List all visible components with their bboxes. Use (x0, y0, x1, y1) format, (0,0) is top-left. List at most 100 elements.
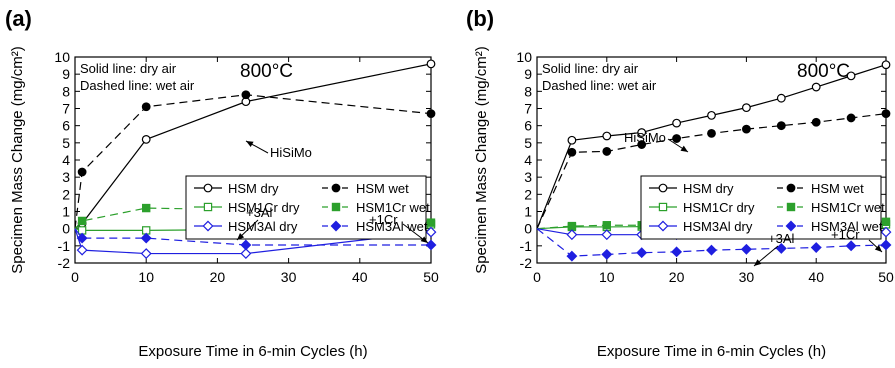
y-tick-label: 3 (62, 169, 70, 185)
data-point-4 (672, 134, 681, 143)
data-point-2 (141, 134, 151, 144)
note-text: Dashed line: wet air (542, 78, 657, 93)
panel-label: (a) (5, 6, 32, 31)
y-tick-label: 7 (62, 101, 70, 117)
data-point-legend (330, 220, 342, 232)
x-tick-label: 30 (739, 269, 755, 285)
annotation: +3Al (236, 205, 272, 241)
annotation-label: +1Cr (369, 212, 398, 227)
data-point-1 (76, 244, 88, 256)
data-point-4 (426, 109, 436, 119)
y-tick-label: -1 (58, 238, 71, 254)
data-point-8 (811, 82, 821, 92)
y-tick-label: 1 (62, 204, 70, 220)
data-point-legend (786, 183, 796, 193)
y-tick-label: 10 (54, 49, 70, 65)
y-tick-label: -1 (520, 238, 533, 254)
legend-label: HSM3Al dry (228, 219, 298, 234)
legend-item: HSM wet (322, 181, 409, 196)
legend-item: HSM3Al wet (322, 219, 428, 234)
x-tick-label: 10 (599, 269, 615, 285)
y-tick-label: 9 (524, 66, 532, 82)
legend-item: HSM1Cr wet (322, 200, 430, 215)
series-hsm3al-dry (74, 226, 437, 260)
data-point-7 (776, 93, 786, 103)
series-hsm-wet (536, 109, 891, 229)
data-point-6 (742, 124, 751, 134)
y-tick-label: 2 (524, 186, 532, 202)
y-tick-label: 4 (62, 152, 70, 168)
x-tick-label: 0 (71, 269, 79, 285)
data-point-2 (602, 147, 612, 156)
x-tick-label: 50 (878, 269, 894, 285)
data-point-2 (140, 248, 152, 260)
legend-item: HSM dry (649, 181, 734, 196)
annotation-label: +1Cr (831, 227, 860, 242)
data-point-7 (775, 242, 787, 254)
x-tick-label: 50 (423, 269, 439, 285)
data-point-2 (142, 203, 151, 213)
panel-label: (b) (466, 6, 494, 31)
data-point-4 (672, 118, 681, 128)
annotation-label: +3Al (768, 231, 794, 246)
series-hsm-dry (536, 60, 891, 229)
data-point-legend (331, 183, 341, 193)
data-point-1 (566, 250, 578, 262)
data-point-10 (881, 109, 891, 119)
legend: HSM dry HSM wet HSM1Cr dry HSM1Cr wet HSM3Al… (185, 175, 430, 240)
annotation: HiSiMo (245, 140, 312, 160)
annotation-label: HiSiMo (270, 145, 312, 160)
data-point-9 (845, 240, 857, 252)
data-point-4 (426, 59, 436, 69)
annotation: +1Cr (831, 227, 883, 253)
annotation: +3Al (753, 231, 794, 267)
data-point-10 (880, 226, 892, 238)
data-point-legend (331, 202, 341, 212)
x-tick-label: 20 (210, 269, 226, 285)
data-point-1 (567, 147, 577, 157)
legend-label: HSM3Al dry (683, 219, 753, 234)
data-point-1 (77, 167, 87, 177)
data-point-3 (637, 128, 647, 137)
y-tick-label: 6 (62, 118, 70, 134)
legend-item: HSM1Cr wet (777, 200, 885, 215)
data-point-1 (76, 232, 88, 244)
data-point-4 (425, 226, 437, 238)
x-tick-label: 0 (533, 269, 541, 285)
data-point-3 (636, 247, 648, 259)
data-point-6 (740, 243, 752, 255)
data-point-6 (742, 103, 751, 113)
data-point-legend (785, 220, 797, 232)
temperature-label: 800°C (240, 61, 293, 82)
note-text: Solid line: dry air (80, 61, 177, 76)
x-tick-label: 30 (281, 269, 297, 285)
data-point-4 (671, 246, 683, 258)
data-point-1 (567, 135, 577, 145)
legend-item: HSM3Al wet (777, 219, 883, 234)
data-point-2 (140, 232, 152, 244)
legend-label: HSM wet (356, 181, 409, 196)
x-axis-label: Exposure Time in 6-min Cycles (h) (597, 343, 826, 360)
data-point-legend (657, 220, 669, 232)
annotation-arrowhead (754, 259, 762, 266)
y-axis-label: Specimen Mass Change (mg/cm²) (473, 46, 490, 274)
data-point-5 (706, 244, 717, 256)
y-tick-label: 0 (62, 221, 70, 237)
legend-label: HSM1Cr wet (811, 200, 885, 215)
annotation-arrowhead (237, 233, 245, 240)
annotation: +1Cr (369, 212, 429, 244)
legend-label: HSM1Cr dry (683, 200, 755, 215)
data-point-legend (202, 220, 214, 232)
legend-item: HSM wet (777, 181, 864, 196)
y-axis-label: Specimen Mass Change (mg/cm²) (9, 46, 26, 274)
y-tick-label: 9 (62, 66, 70, 82)
series-line (74, 228, 431, 246)
legend-item: HSM1Cr dry (649, 200, 755, 215)
data-point-2 (601, 248, 613, 260)
y-tick-label: -2 (58, 255, 71, 271)
annotation-arrowhead (680, 145, 688, 152)
